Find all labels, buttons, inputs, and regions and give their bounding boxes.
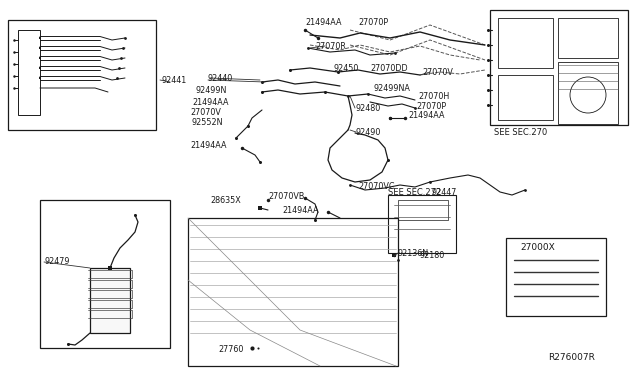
- Bar: [558, 18, 618, 58]
- Text: 21494AA: 21494AA: [190, 141, 227, 150]
- Text: 92499NA: 92499NA: [374, 83, 411, 93]
- Text: 27070R: 27070R: [315, 42, 346, 51]
- Text: 21494AA: 21494AA: [192, 97, 228, 106]
- Text: 28635X: 28635X: [210, 196, 241, 205]
- Text: 27070DD: 27070DD: [370, 64, 408, 73]
- Text: 92552N: 92552N: [192, 118, 223, 126]
- Text: SEE SEC.272: SEE SEC.272: [388, 187, 441, 196]
- Bar: [558, 62, 618, 124]
- Text: 27000X: 27000X: [520, 244, 555, 253]
- Text: 21494AA: 21494AA: [408, 110, 445, 119]
- Text: 92480: 92480: [356, 103, 381, 112]
- Text: 27070V: 27070V: [190, 108, 221, 116]
- Text: 92180: 92180: [420, 250, 445, 260]
- Bar: [490, 10, 628, 125]
- Text: 27070H: 27070H: [418, 92, 449, 100]
- Bar: [398, 200, 448, 220]
- Text: 27070VB: 27070VB: [268, 192, 305, 201]
- Text: 27070VC: 27070VC: [358, 182, 394, 190]
- Text: 92450: 92450: [334, 64, 360, 73]
- Bar: [498, 75, 553, 120]
- Text: 21494AA: 21494AA: [282, 205, 319, 215]
- Text: 92479: 92479: [44, 257, 70, 266]
- Text: 21494AA: 21494AA: [305, 17, 342, 26]
- Bar: [506, 238, 606, 316]
- Text: 92490: 92490: [356, 128, 381, 137]
- Bar: [388, 195, 456, 253]
- Bar: [90, 268, 130, 333]
- Text: 27070V: 27070V: [422, 67, 453, 77]
- Text: 27070P: 27070P: [416, 102, 446, 110]
- Text: R276007R: R276007R: [548, 353, 595, 362]
- Text: 92447: 92447: [432, 187, 458, 196]
- Bar: [8, 20, 156, 130]
- Bar: [40, 200, 170, 348]
- Bar: [498, 18, 553, 68]
- Bar: [188, 218, 398, 366]
- Text: 92136N: 92136N: [398, 248, 429, 257]
- Text: 92499N: 92499N: [196, 86, 227, 94]
- Text: 92441: 92441: [162, 76, 188, 84]
- Text: 27070P: 27070P: [358, 17, 388, 26]
- Text: 27760: 27760: [218, 346, 243, 355]
- Bar: [18, 30, 40, 115]
- Text: 92440: 92440: [208, 74, 233, 83]
- Text: SEE SEC.270: SEE SEC.270: [494, 128, 547, 137]
